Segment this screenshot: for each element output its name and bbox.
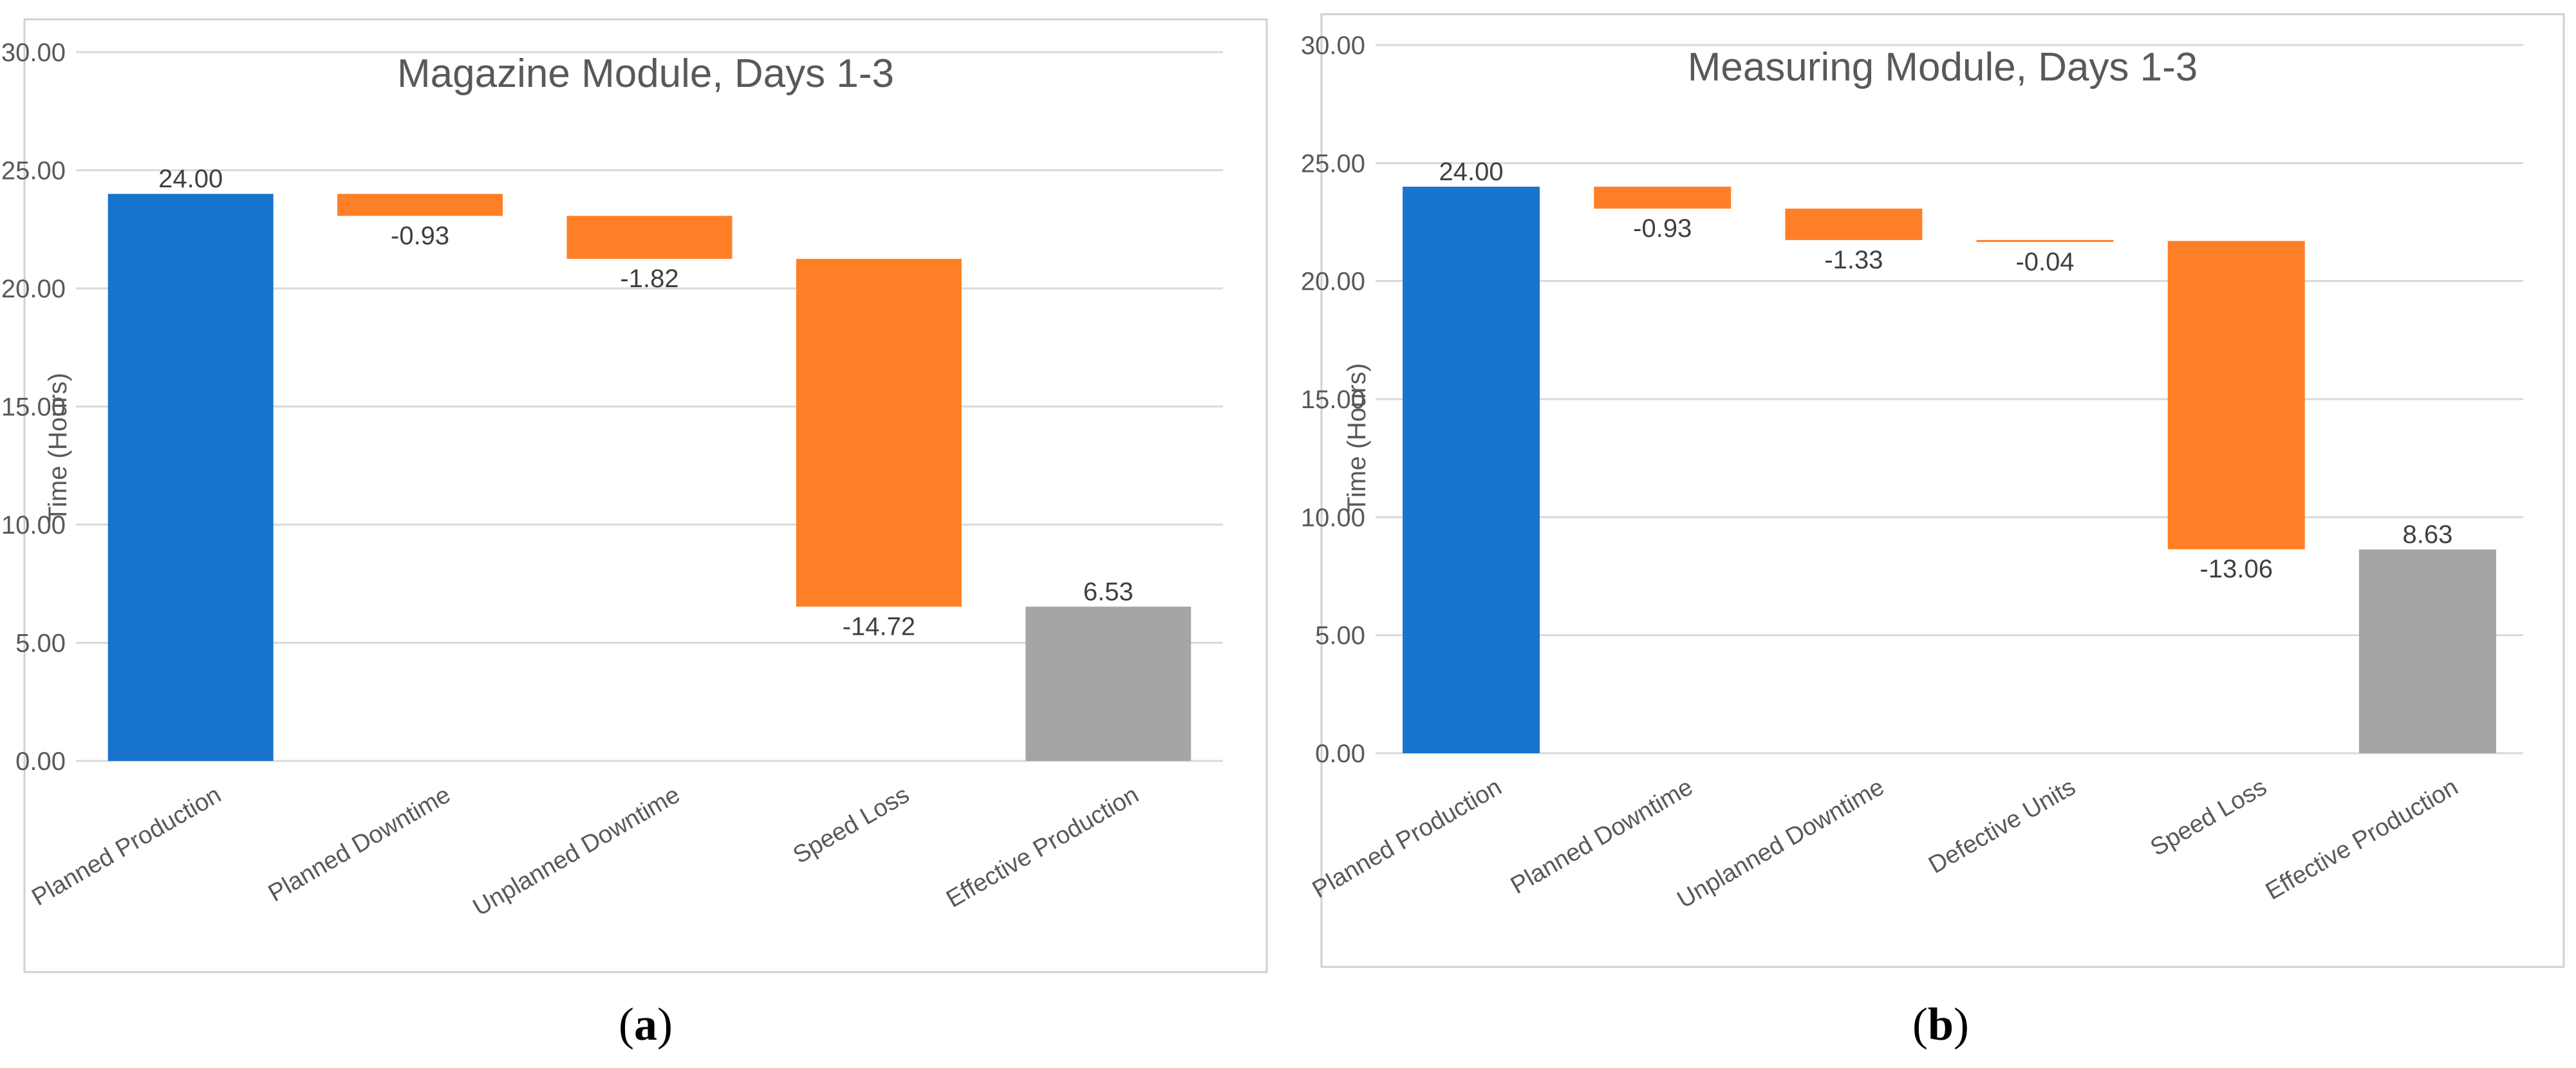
data-label-a-2: -1.82 <box>620 265 678 293</box>
data-label-b-2: -1.33 <box>1824 246 1883 274</box>
bars-a <box>107 194 1191 761</box>
data-label-b-4: -13.06 <box>2200 555 2273 583</box>
chart-title-a: Magazine Module, Days 1-3 <box>397 52 894 96</box>
bar-b-2 <box>1785 209 1923 240</box>
bar-b-3 <box>1976 239 2114 242</box>
y-tick-label-b-6: 30.00 <box>1301 32 1365 60</box>
bar-b-4 <box>2167 241 2305 550</box>
y-tick-label-b-5: 25.00 <box>1301 149 1365 178</box>
data-label-b-3: -0.04 <box>2015 248 2074 276</box>
y-tick-label-a-4: 20.00 <box>1 275 66 303</box>
y-tick-label-a-3: 15.00 <box>1 393 66 422</box>
y-tick-label-b-3: 15.00 <box>1301 386 1365 414</box>
caption-letter-a: a <box>634 998 657 1050</box>
y-tick-label-a-2: 10.00 <box>1 511 66 539</box>
caption-letter-b: b <box>1928 998 1954 1050</box>
y-ticks-b: 0.00 5.00 10.00 15.00 20.00 25.00 30.00 <box>1301 32 1365 768</box>
y-axis-label-a: Time (Hours) <box>44 373 72 522</box>
bar-a-0 <box>107 194 274 761</box>
chart-title-b: Measuring Module, Days 1-3 <box>1688 45 2198 89</box>
bar-a-2 <box>566 216 733 259</box>
panel-caption-a: (a) <box>619 998 673 1050</box>
bar-a-1 <box>337 194 503 216</box>
data-label-b-1: -0.93 <box>1633 214 1692 243</box>
gridlines-b <box>1376 44 2523 754</box>
y-axis-label-b: Time (Hours) <box>1343 363 1371 512</box>
y-tick-label-b-2: 10.00 <box>1301 503 1365 532</box>
bar-a-3 <box>796 259 962 607</box>
data-labels-a: 24.00 -0.93 -1.82 -14.72 6.53 <box>158 165 1134 641</box>
data-label-a-0: 24.00 <box>158 165 223 193</box>
bars-b <box>1403 187 2496 753</box>
bar-b-1 <box>1594 187 1731 209</box>
y-tick-label-a-6: 30.00 <box>1 39 66 67</box>
y-tick-label-a-5: 25.00 <box>1 157 66 185</box>
data-label-b-5: 8.63 <box>2402 521 2452 549</box>
y-tick-label-b-0: 0.00 <box>1315 740 1365 768</box>
data-labels-b: 24.00 -0.93 -1.33 -0.04 -13.06 8.63 <box>1439 158 2453 583</box>
chart-panel-a: Magazine Module, Days 1-3 Time (Hours) 0… <box>1 18 1268 1050</box>
bar-b-5 <box>2358 549 2496 753</box>
bar-b-0 <box>1403 187 1540 753</box>
data-label-a-1: -0.93 <box>391 221 449 250</box>
y-tick-label-b-4: 20.00 <box>1301 268 1365 296</box>
y-tick-label-b-1: 5.00 <box>1315 622 1365 650</box>
bar-a-4 <box>1025 606 1191 761</box>
y-tick-label-a-0: 0.00 <box>15 747 66 776</box>
y-ticks-a: 0.00 5.00 10.00 15.00 20.00 25.00 30.00 <box>1 39 66 776</box>
panel-caption-b: (b) <box>1912 998 1969 1050</box>
chart-panel-b: Measuring Module, Days 1-3 Time (Hours) … <box>1301 13 2565 1050</box>
data-label-a-3: -14.72 <box>843 612 915 641</box>
y-tick-label-a-1: 5.00 <box>15 630 66 658</box>
data-label-a-4: 6.53 <box>1083 577 1134 606</box>
data-label-b-0: 24.00 <box>1439 158 1504 186</box>
